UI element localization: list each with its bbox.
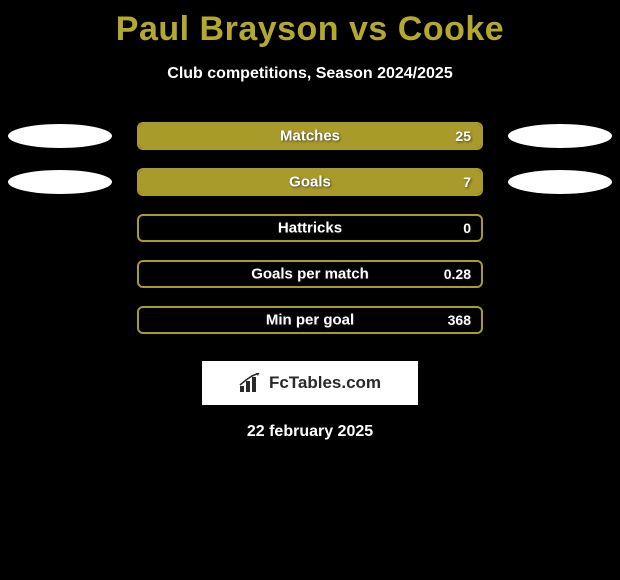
bar-wrap: Goals7 bbox=[137, 168, 483, 196]
stat-value: 25 bbox=[455, 128, 471, 144]
stat-bar: Goals7 bbox=[137, 168, 483, 196]
logo-box: FcTables.com bbox=[202, 361, 418, 405]
stat-value: 0 bbox=[463, 220, 471, 236]
stat-value: 7 bbox=[463, 174, 471, 190]
left-ellipse bbox=[8, 124, 112, 148]
right-ellipse bbox=[508, 124, 612, 148]
date-label: 22 february 2025 bbox=[0, 423, 620, 441]
stat-label: Goals per match bbox=[139, 266, 481, 283]
stat-value: 368 bbox=[448, 312, 471, 328]
stat-label: Matches bbox=[139, 128, 481, 145]
stat-label: Min per goal bbox=[139, 312, 481, 329]
stat-bar: Hattricks0 bbox=[137, 214, 483, 242]
bar-chart-icon bbox=[239, 373, 263, 393]
page-title: Paul Brayson vs Cooke bbox=[0, 0, 620, 49]
stat-bar: Min per goal368 bbox=[137, 306, 483, 334]
right-ellipse bbox=[508, 170, 612, 194]
bar-wrap: Goals per match0.28 bbox=[137, 260, 483, 288]
stat-label: Hattricks bbox=[139, 220, 481, 237]
left-ellipse bbox=[8, 170, 112, 194]
stat-label: Goals bbox=[139, 174, 481, 191]
stats-rows: Matches25 Goals7 Hattricks0 Goals per match… bbox=[0, 113, 620, 343]
stat-bar: Goals per match0.28 bbox=[137, 260, 483, 288]
stat-row: Hattricks0 bbox=[0, 205, 620, 251]
subtitle: Club competitions, Season 2024/2025 bbox=[0, 65, 620, 83]
bar-wrap: Hattricks0 bbox=[137, 214, 483, 242]
bar-wrap: Min per goal368 bbox=[137, 306, 483, 334]
stat-value: 0.28 bbox=[444, 266, 471, 282]
bar-wrap: Matches25 bbox=[137, 122, 483, 150]
stat-row: Min per goal368 bbox=[0, 297, 620, 343]
logo-text: FcTables.com bbox=[269, 373, 381, 393]
stat-row: Goals7 bbox=[0, 159, 620, 205]
stat-row: Goals per match0.28 bbox=[0, 251, 620, 297]
stat-row: Matches25 bbox=[0, 113, 620, 159]
stat-bar: Matches25 bbox=[137, 122, 483, 150]
